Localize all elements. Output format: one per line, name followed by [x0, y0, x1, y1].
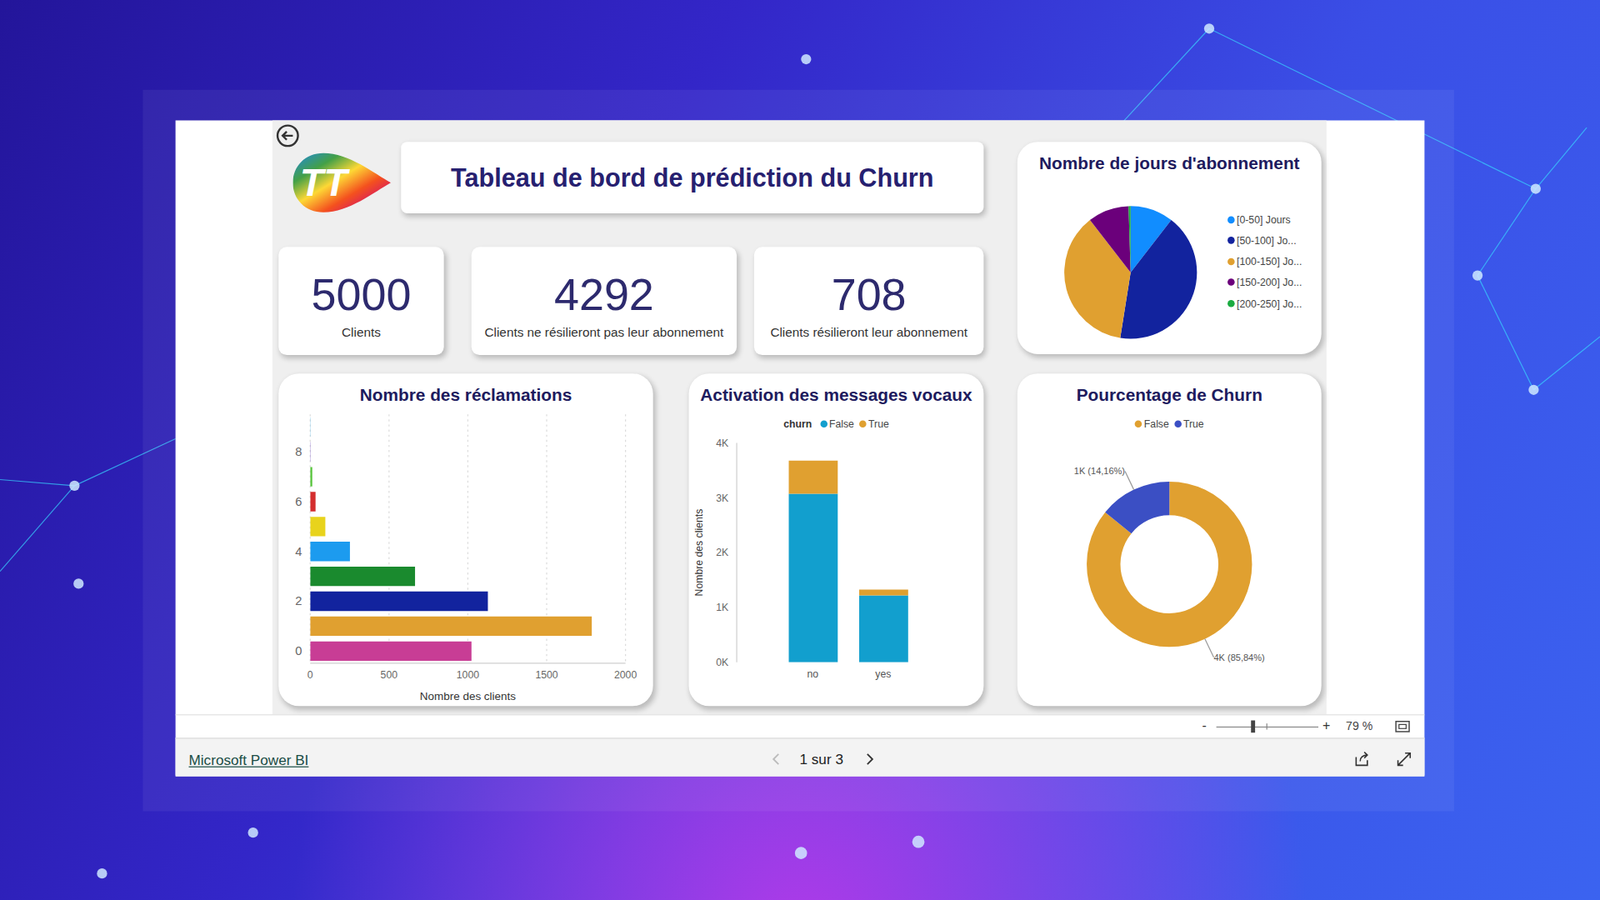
html-text:[150-200] Jo...: [150-200] Jo... — [1236, 276, 1302, 288]
html-text:churn: churn — [783, 418, 812, 430]
html-text:True: True — [1183, 418, 1204, 430]
svg-text:4: 4 — [295, 545, 302, 559]
svg-text:0K: 0K — [715, 656, 730, 669]
svg-text:Nombre des clients: Nombre des clients — [420, 690, 516, 703]
html-text:False: False — [1144, 418, 1169, 430]
html-text:Clients: Clients — [341, 325, 381, 340]
html-text:Nombre des réclamations: Nombre des réclamations — [359, 385, 572, 406]
svg-text:2: 2 — [295, 594, 302, 608]
html-text:Pourcentage de Churn: Pourcentage de Churn — [1076, 385, 1263, 406]
svg-text:500: 500 — [380, 669, 399, 681]
html-text:Tableau de bord de prédiction: Tableau de bord de prédiction du Churn — [450, 162, 934, 192]
svg-text:4K (85,84%): 4K (85,84%) — [1213, 652, 1265, 663]
svg-text:2K: 2K — [715, 546, 730, 559]
html-text:79 %: 79 % — [1345, 719, 1373, 732]
html-text:Clients résilieront leur abonn: Clients résilieront leur abonnement — [770, 325, 968, 340]
svg-text:3K: 3K — [715, 492, 730, 505]
html-text:4292: 4292 — [554, 269, 654, 320]
svg-text:0: 0 — [295, 644, 302, 658]
html-text:Clients ne résilieront pas leu: Clients ne résilieront pas leur abonneme… — [484, 325, 724, 340]
svg-text:6: 6 — [295, 495, 302, 509]
svg-text:0: 0 — [307, 669, 314, 681]
html-text:[100-150] Jo...: [100-150] Jo... — [1236, 255, 1302, 268]
svg-text:1K (14,16%): 1K (14,16%) — [1074, 466, 1125, 477]
html-text:Activation des messages vocaux: Activation des messages vocaux — [700, 385, 973, 406]
svg-text:2000: 2000 — [614, 669, 637, 681]
svg-text:TT: TT — [300, 160, 350, 205]
svg-text:4K: 4K — [715, 437, 730, 450]
svg-text:1K: 1K — [715, 601, 730, 614]
svg-text:Nombre des clients: Nombre des clients — [693, 509, 705, 597]
svg-text:1500: 1500 — [535, 669, 558, 681]
svg-text:8: 8 — [295, 445, 302, 459]
svg-text:yes: yes — [875, 668, 891, 680]
html-text:Microsoft Power BI: Microsoft Power BI — [188, 752, 309, 769]
html-text:[50-100] Jo...: [50-100] Jo... — [1236, 234, 1297, 247]
html-text:708: 708 — [831, 269, 907, 320]
html-text:1 sur 3: 1 sur 3 — [799, 751, 844, 768]
html-text:[0-50] Jours: [0-50] Jours — [1236, 214, 1291, 226]
html-text:5000: 5000 — [311, 269, 412, 320]
html-text:False: False — [829, 418, 855, 430]
html-text:Nombre de jours d'abonnement: Nombre de jours d'abonnement — [1039, 154, 1300, 174]
html-text:True: True — [868, 418, 889, 430]
html-text:[200-250] Jo...: [200-250] Jo... — [1236, 297, 1302, 309]
svg-text:no: no — [807, 668, 820, 680]
svg-text:1000: 1000 — [456, 669, 480, 681]
